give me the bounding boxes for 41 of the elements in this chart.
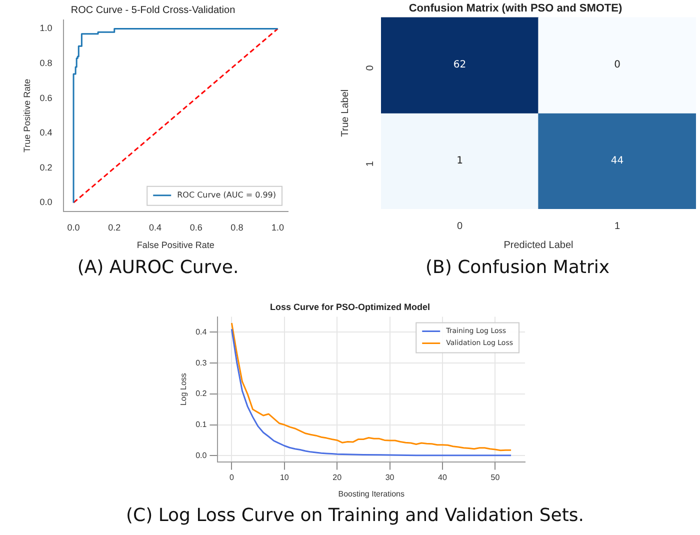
y-axis-title: True Positive Rate <box>22 78 32 153</box>
x-axis-title: False Positive Rate <box>136 240 214 250</box>
y-axis-title: True Label <box>340 89 351 137</box>
x-tick-label: 0 <box>456 220 463 232</box>
data-label: 0 <box>614 60 620 71</box>
x-tick-label: 0.4 <box>148 222 162 232</box>
x-tick-label: 50 <box>490 472 500 482</box>
x-axis-title: Boosting Iterations <box>338 489 404 498</box>
x-tick-label: 0.0 <box>67 222 80 232</box>
x-tick-label: 1.0 <box>272 222 284 232</box>
chart-title: Loss Curve for PSO-Optimized Model <box>270 302 430 312</box>
y-tick-label: 0.3 <box>196 358 208 368</box>
y-tick-label: 0.2 <box>196 389 208 398</box>
data-label: 1 <box>456 156 463 167</box>
text: (C) Log Loss Curve on Training and Validation Sets. <box>125 505 585 526</box>
x-axis-title: Predicted Label <box>504 240 574 251</box>
x-tick-label: 10 <box>280 472 290 482</box>
y-tick-label: 0.4 <box>40 128 52 138</box>
x-tick-label: 1 <box>614 220 620 232</box>
legend-label: ROC Curve (AUC = 0.99) <box>177 190 276 200</box>
y-tick-label: 0.8 <box>40 58 52 68</box>
x-tick-label: 40 <box>438 472 448 482</box>
chart-title: Confusion Matrix (with PSO and SMOTE) <box>408 2 622 15</box>
y-tick-label: 0.0 <box>196 450 208 460</box>
text: (A) AUROC Curve. <box>76 257 240 278</box>
x-tick-label: 0 <box>229 472 234 482</box>
y-tick-label: 0.1 <box>196 420 208 429</box>
data-label: 62 <box>453 60 466 71</box>
text: (B) Confusion Matrix <box>424 257 611 278</box>
y-tick-label: 0.6 <box>40 92 52 103</box>
x-tick-label: 0.8 <box>230 222 244 232</box>
x-tick-label: 20 <box>332 472 342 482</box>
y-axis-title: Log Loss <box>179 373 188 406</box>
x-tick-label: 0.2 <box>108 222 121 232</box>
y-tick-label: 0.2 <box>40 162 52 172</box>
data-label: 44 <box>610 156 624 167</box>
y-tick-label: 1.0 <box>40 23 52 34</box>
y-tick-label: 0.0 <box>40 197 52 208</box>
x-tick-label: 30 <box>385 472 395 482</box>
y-tick-label: 0.4 <box>196 327 208 336</box>
chart-title: ROC Curve - 5-Fold Cross-Validation <box>70 4 236 16</box>
